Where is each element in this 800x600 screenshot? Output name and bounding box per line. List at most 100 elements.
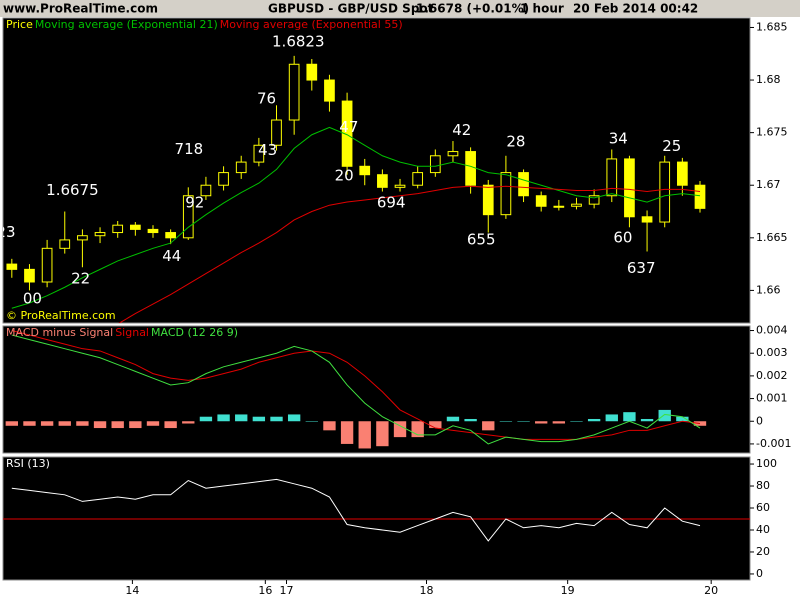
- y-tick-label: 1.68: [756, 73, 781, 86]
- legend-entry: RSI (13): [6, 457, 50, 470]
- annotation: 20: [335, 166, 354, 184]
- annotation: 718: [175, 140, 204, 158]
- histogram-bar: [58, 421, 71, 426]
- histogram-bar: [76, 421, 89, 426]
- histogram-bar: [570, 421, 583, 422]
- histogram-bar: [40, 421, 54, 426]
- annotation: 25: [662, 137, 681, 155]
- quote: 1.6678 (+0.01%): [416, 2, 529, 16]
- histogram-bar: [146, 421, 160, 426]
- histogram-bar: [482, 421, 495, 431]
- candle-body: [694, 184, 706, 209]
- y-tick-label: 0.003: [756, 346, 788, 359]
- candle-body: [359, 165, 371, 176]
- histogram-bar: [499, 421, 513, 422]
- histogram-bar: [676, 416, 689, 422]
- candle-body: [200, 184, 212, 197]
- y-tick-label: 0: [756, 567, 763, 580]
- annotation: 637: [627, 259, 656, 277]
- x-tick-label: 14: [125, 584, 139, 597]
- y-tick-label: 1.66: [756, 283, 781, 296]
- y-tick-label: 80: [756, 479, 770, 492]
- price-panel: [2, 17, 751, 324]
- candle-body: [147, 228, 159, 234]
- candle-body: [465, 151, 476, 186]
- y-tick-label: -0.001: [756, 437, 791, 450]
- candle-body: [624, 158, 635, 218]
- histogram-bar: [252, 416, 266, 422]
- series-line: [118, 185, 701, 323]
- histogram-bar: [429, 421, 442, 429]
- candle-body: [77, 235, 88, 241]
- histogram-bar: [446, 416, 460, 422]
- annotation: 60: [613, 228, 632, 246]
- annotation: 76: [257, 89, 276, 107]
- y-tick-label: 1.67: [756, 178, 781, 191]
- time: 20 Feb 2014 00:42: [573, 2, 698, 16]
- y-tick-label: 1.665: [756, 231, 788, 244]
- histogram-bar: [23, 421, 36, 426]
- candle-body: [571, 203, 582, 207]
- candle-body: [59, 239, 71, 249]
- histogram-bar: [164, 421, 177, 429]
- candle-body: [324, 79, 335, 102]
- y-tick-label: 0.001: [756, 392, 788, 405]
- histogram-bar: [535, 421, 548, 424]
- legend-entry: Price: [6, 18, 33, 31]
- histogram-bar: [111, 421, 124, 429]
- histogram-bar: [287, 414, 301, 422]
- histogram-bar: [182, 421, 195, 424]
- plot-area: [5, 330, 707, 449]
- candle-body: [447, 151, 459, 157]
- y-tick-label: 1.685: [756, 20, 788, 33]
- candle-body: [182, 195, 194, 239]
- y-tick-label: 0.004: [756, 324, 788, 337]
- plot-area: 23 1.6675 22 00 718 92 44 76 43 1.6823 47 20 694 42 65…: [3, 33, 706, 323]
- annotation: 1.6675: [46, 181, 99, 199]
- candle-body: [94, 232, 106, 237]
- site: www.ProRealTime.com: [3, 2, 158, 16]
- candle-body: [41, 247, 53, 283]
- candle-body: [253, 144, 265, 163]
- candle-body: [553, 205, 565, 208]
- histogram-bar: [640, 418, 654, 422]
- series-line: [11, 478, 701, 542]
- legend-entry: MACD minus Signal: [6, 326, 113, 339]
- candle-body: [482, 184, 494, 216]
- histogram-bar: [305, 421, 318, 422]
- y-tick-label: 60: [756, 501, 770, 514]
- candle-body: [24, 268, 35, 283]
- candle-body: [659, 161, 671, 223]
- histogram-bar: [93, 421, 107, 429]
- annotation: 47: [339, 118, 358, 136]
- header-bar: [0, 0, 800, 17]
- annotation: 43: [258, 141, 277, 159]
- y-tick-label: 1.675: [756, 126, 788, 139]
- annotation: 42: [452, 121, 471, 139]
- histogram-bar: [464, 418, 477, 422]
- y-tick-label: 100: [756, 457, 777, 470]
- histogram-bar: [623, 412, 636, 422]
- candle-body: [518, 172, 529, 197]
- candle-body: [588, 195, 600, 205]
- candle-body: [112, 224, 124, 234]
- x-tick-label: 18: [419, 584, 433, 597]
- annotation: 655: [467, 230, 496, 248]
- histogram-bar: [658, 409, 671, 422]
- candle-body: [429, 155, 441, 174]
- plot-area: [3, 478, 750, 542]
- annotation: 44: [162, 247, 181, 265]
- candle-body: [500, 172, 512, 216]
- histogram-bar: [129, 421, 142, 429]
- histogram-bar: [235, 414, 248, 422]
- series-line: [11, 334, 701, 445]
- y-tick-label: 0.002: [756, 369, 788, 382]
- y-tick-label: 40: [756, 523, 770, 536]
- candle-body: [677, 161, 688, 186]
- candle-body: [341, 100, 353, 167]
- histogram-bar: [323, 421, 336, 431]
- annotation: 28: [506, 133, 525, 151]
- legend-entry: Signal: [115, 326, 149, 339]
